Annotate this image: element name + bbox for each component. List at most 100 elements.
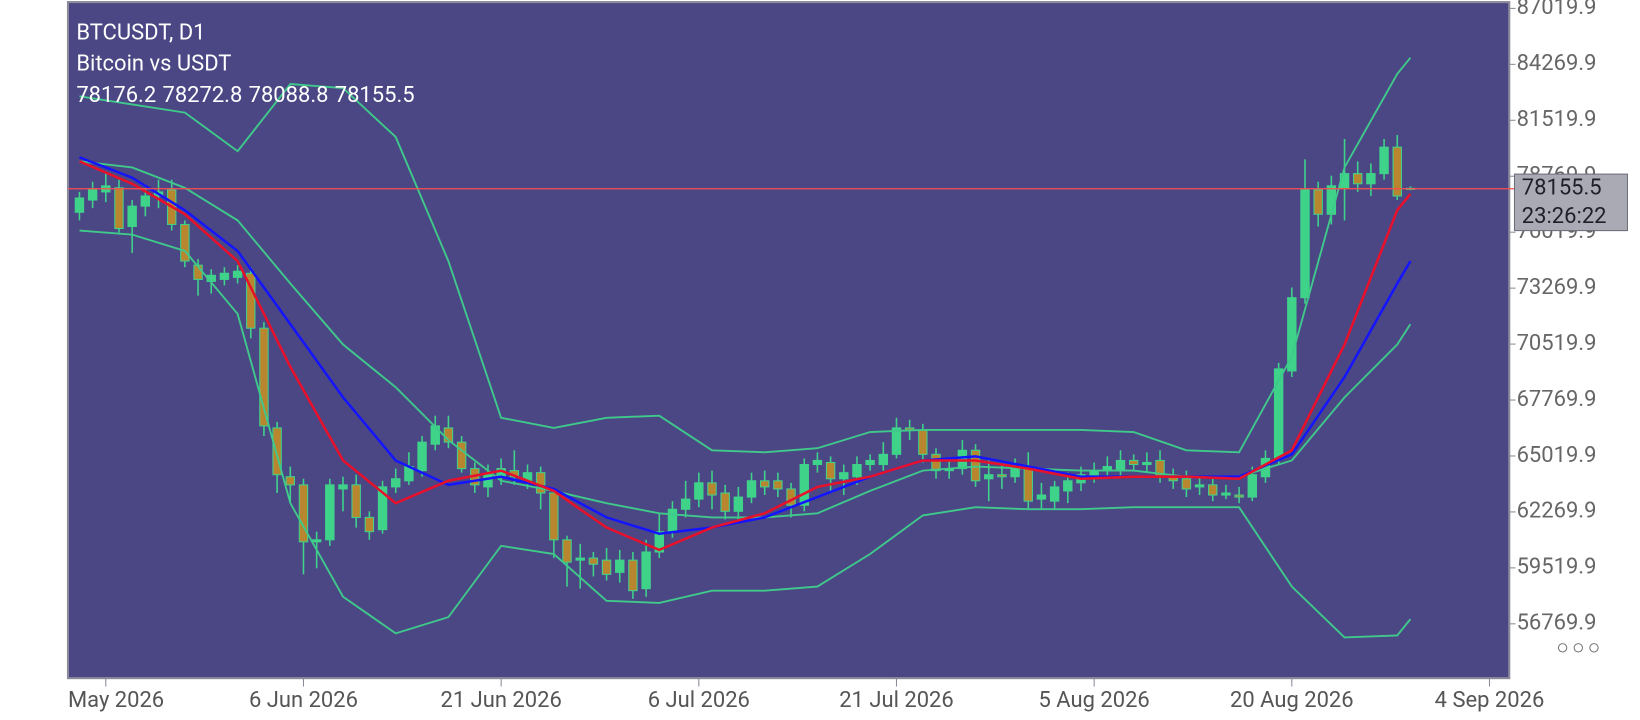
- candle-body: [1115, 459, 1126, 472]
- price-box: [1513, 173, 1628, 232]
- y-tick-label: 59519.9: [1517, 555, 1597, 580]
- x-tick-label: 6 Jul 2026: [648, 688, 750, 713]
- y-tick-label: 73269.9: [1517, 275, 1597, 300]
- candle-body: [984, 474, 994, 480]
- candle-body: [140, 195, 151, 207]
- candle-body: [628, 559, 638, 592]
- candle-body: [246, 272, 256, 329]
- y-tick-label: 87019.9: [1517, 0, 1597, 20]
- indicator-line: [79, 229, 1412, 639]
- candle-body: [180, 223, 190, 262]
- candle-body: [1353, 173, 1363, 185]
- candle-body: [1208, 484, 1218, 496]
- candle-body: [1221, 492, 1231, 496]
- y-tick-label: 70519.9: [1517, 331, 1597, 356]
- candle-body: [931, 453, 941, 472]
- candle-body: [839, 472, 849, 480]
- candle-body: [562, 539, 572, 563]
- candle-body: [298, 484, 309, 543]
- candle-body: [720, 492, 730, 512]
- candle-body: [535, 472, 546, 494]
- candle-body: [641, 551, 651, 590]
- candle-body: [746, 480, 757, 498]
- indicator-line: [79, 57, 1412, 454]
- candle-body: [852, 463, 862, 478]
- ohlc-high: 78272.8: [162, 83, 242, 108]
- candle-body: [615, 559, 625, 573]
- plot-area: [66, 1, 1511, 680]
- candle-body: [391, 478, 401, 488]
- indicator-line: [79, 156, 1412, 535]
- candle-body: [114, 187, 124, 230]
- x-tick-label: May 2026: [68, 688, 164, 713]
- x-tick-label: 20 Aug 2026: [1230, 688, 1354, 713]
- candle-body: [799, 463, 809, 506]
- candle-body: [918, 429, 928, 455]
- indicator-line: [78, 160, 1412, 552]
- candle-body: [549, 492, 559, 541]
- y-tick-label: 84269.9: [1517, 51, 1597, 76]
- candle-body: [351, 484, 361, 518]
- x-tick-label: 5 Aug 2026: [1039, 688, 1150, 713]
- candle-body: [338, 484, 348, 490]
- candle-body: [1181, 478, 1192, 490]
- candle-body: [127, 205, 137, 228]
- price-box-value: 78155.5: [1522, 176, 1602, 201]
- candle-body: [707, 482, 717, 496]
- candle-body: [456, 441, 467, 470]
- axes-layer: 87019.984269.981519.978769.976019.973269…: [67, 0, 1628, 713]
- candle-body: [1128, 459, 1139, 466]
- candle-body: [1287, 297, 1297, 372]
- candle-body: [219, 272, 230, 280]
- candle-body: [865, 459, 875, 466]
- chart-title: BTCUSDT, D1: [76, 20, 205, 45]
- candle-body: [285, 476, 296, 486]
- ohlc-low: 78088.8: [249, 83, 329, 108]
- candle-body: [311, 539, 322, 543]
- candle-body: [232, 270, 243, 278]
- candle-body: [1023, 466, 1033, 502]
- candle-body: [364, 516, 375, 533]
- ohlc-close: 78155.5: [335, 83, 415, 108]
- y-tick-label: 62269.9: [1517, 499, 1597, 524]
- candle-body: [1234, 494, 1244, 498]
- x-tick-label: 6 Jun 2026: [249, 688, 358, 713]
- candle-body: [601, 559, 612, 575]
- candle-body: [377, 486, 388, 531]
- candle-body: [259, 327, 269, 427]
- candle-body: [272, 427, 282, 476]
- candle-body: [1366, 173, 1376, 185]
- chart-subtitle: Bitcoin vs USDT: [76, 52, 231, 77]
- candle-body: [812, 459, 823, 466]
- candle-body: [1247, 474, 1257, 498]
- candle-body: [1142, 461, 1152, 466]
- menu-dot[interactable]: [1573, 643, 1583, 653]
- candle-body: [667, 508, 678, 533]
- candle-body: [1300, 189, 1310, 299]
- candle-body: [483, 474, 493, 488]
- x-tick-label: 21 Jul 2026: [839, 688, 954, 713]
- candle-body: [1326, 185, 1337, 215]
- candle-body: [733, 496, 744, 512]
- candle-body: [878, 453, 889, 466]
- candle-body: [588, 557, 599, 565]
- candle-body: [694, 482, 704, 500]
- candle-body: [575, 557, 585, 561]
- candle-body: [891, 427, 902, 455]
- x-tick-label: 4 Sep 2026: [1435, 688, 1545, 713]
- menu-dot[interactable]: [1557, 643, 1568, 653]
- candle-body: [417, 441, 427, 472]
- menu-dot[interactable]: [1589, 643, 1599, 653]
- y-tick-label: 81519.9: [1517, 107, 1597, 132]
- candle-body: [1379, 146, 1389, 175]
- candle-body: [1194, 484, 1205, 488]
- candle-body: [825, 461, 836, 480]
- candle-body: [759, 480, 770, 488]
- ohlc-open: 78176.2: [76, 83, 156, 108]
- candle-body: [773, 480, 783, 490]
- candle-body: [970, 449, 981, 482]
- candle-body: [1313, 189, 1323, 215]
- candle-body: [87, 189, 98, 201]
